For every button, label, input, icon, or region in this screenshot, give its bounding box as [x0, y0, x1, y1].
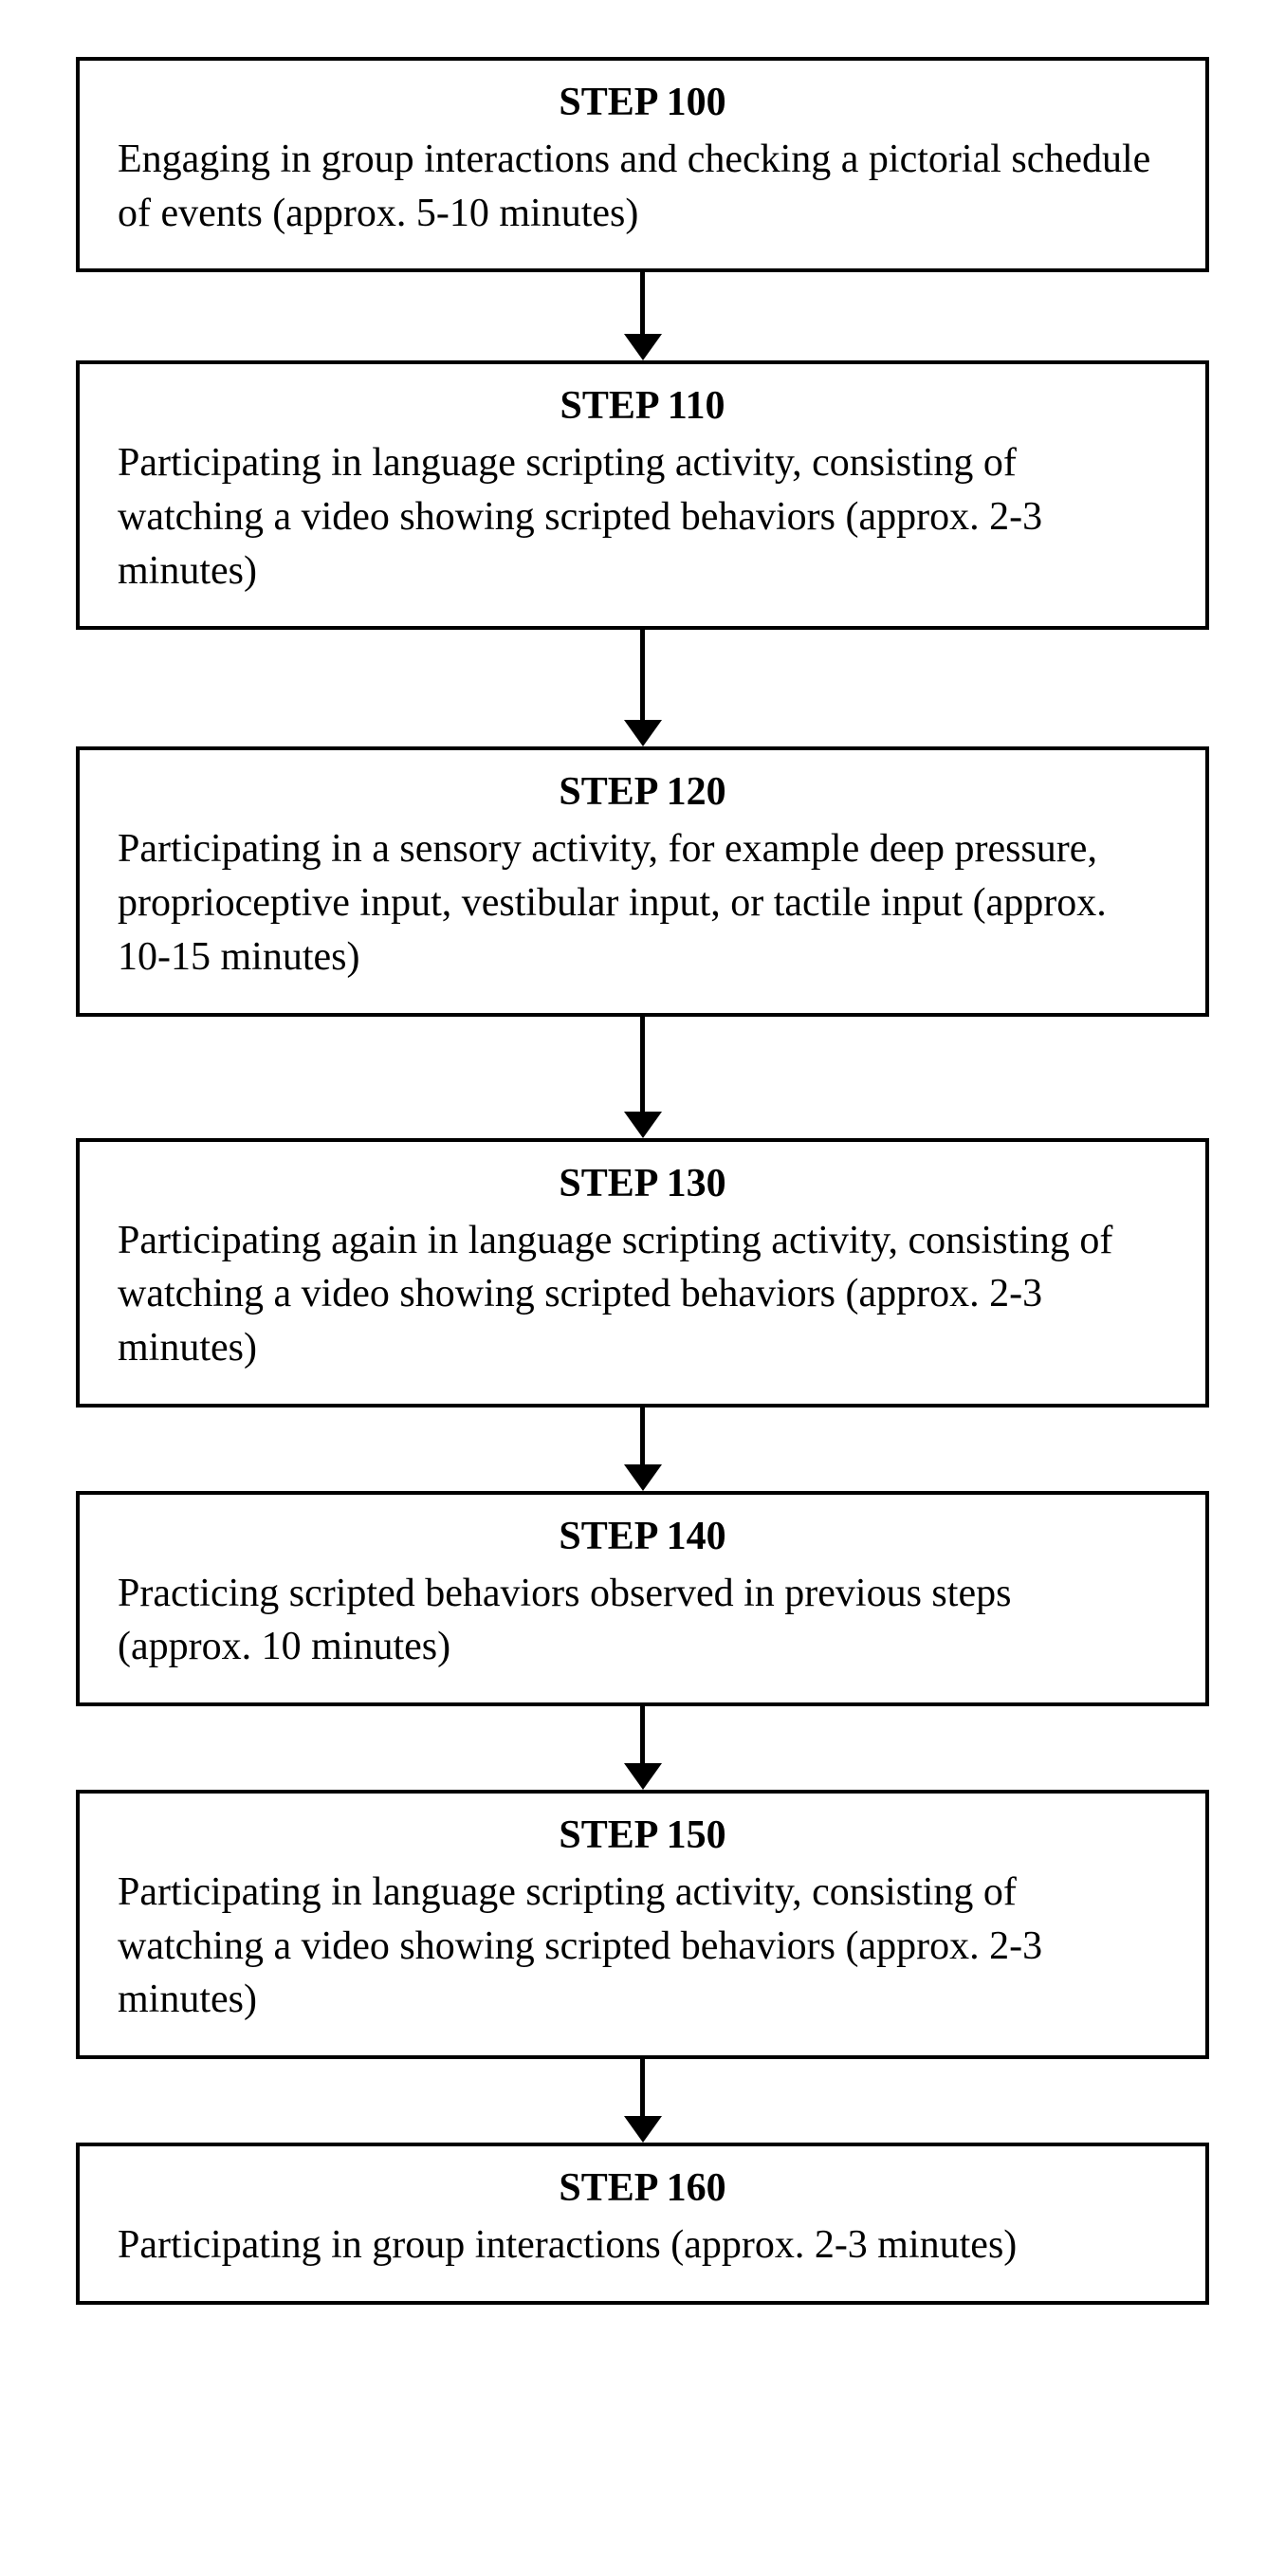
arrow-head	[624, 2116, 662, 2143]
arrow-icon	[624, 630, 662, 746]
step-body: Participating in language scripting acti…	[118, 1866, 1167, 2027]
flowchart-container: STEP 100 Engaging in group interactions …	[76, 57, 1209, 2305]
step-body: Practicing scripted behaviors observed i…	[118, 1567, 1167, 1674]
arrow-line	[640, 1017, 645, 1112]
step-title: STEP 150	[118, 1812, 1167, 1858]
arrow-icon	[624, 2059, 662, 2143]
arrow-head	[624, 1763, 662, 1790]
step-title: STEP 140	[118, 1514, 1167, 1559]
arrow-line	[640, 2059, 645, 2116]
step-box: STEP 110 Participating in language scrip…	[76, 360, 1209, 630]
step-title: STEP 160	[118, 2165, 1167, 2211]
step-body: Participating again in language scriptin…	[118, 1214, 1167, 1375]
step-title: STEP 120	[118, 769, 1167, 815]
step-body: Participating in a sensory activity, for…	[118, 822, 1167, 984]
step-body: Participating in language scripting acti…	[118, 436, 1167, 598]
step-box: STEP 150 Participating in language scrip…	[76, 1790, 1209, 2059]
arrow-icon	[624, 272, 662, 360]
step-title: STEP 100	[118, 80, 1167, 125]
step-title: STEP 130	[118, 1161, 1167, 1206]
arrow-head	[624, 1464, 662, 1491]
step-body: Participating in group interactions (app…	[118, 2218, 1167, 2272]
arrow-head	[624, 720, 662, 746]
step-box: STEP 140 Practicing scripted behaviors o…	[76, 1491, 1209, 1706]
step-box: STEP 100 Engaging in group interactions …	[76, 57, 1209, 272]
arrow-head	[624, 334, 662, 360]
step-box: STEP 130 Participating again in language…	[76, 1138, 1209, 1408]
arrow-line	[640, 1706, 645, 1763]
step-box: STEP 120 Participating in a sensory acti…	[76, 746, 1209, 1016]
step-box: STEP 160 Participating in group interact…	[76, 2143, 1209, 2305]
arrow-line	[640, 272, 645, 334]
arrow-icon	[624, 1706, 662, 1790]
arrow-icon	[624, 1408, 662, 1491]
arrow-icon	[624, 1017, 662, 1138]
arrow-head	[624, 1112, 662, 1138]
arrow-line	[640, 630, 645, 720]
step-body: Engaging in group interactions and check…	[118, 133, 1167, 240]
arrow-line	[640, 1408, 645, 1464]
step-title: STEP 110	[118, 383, 1167, 429]
